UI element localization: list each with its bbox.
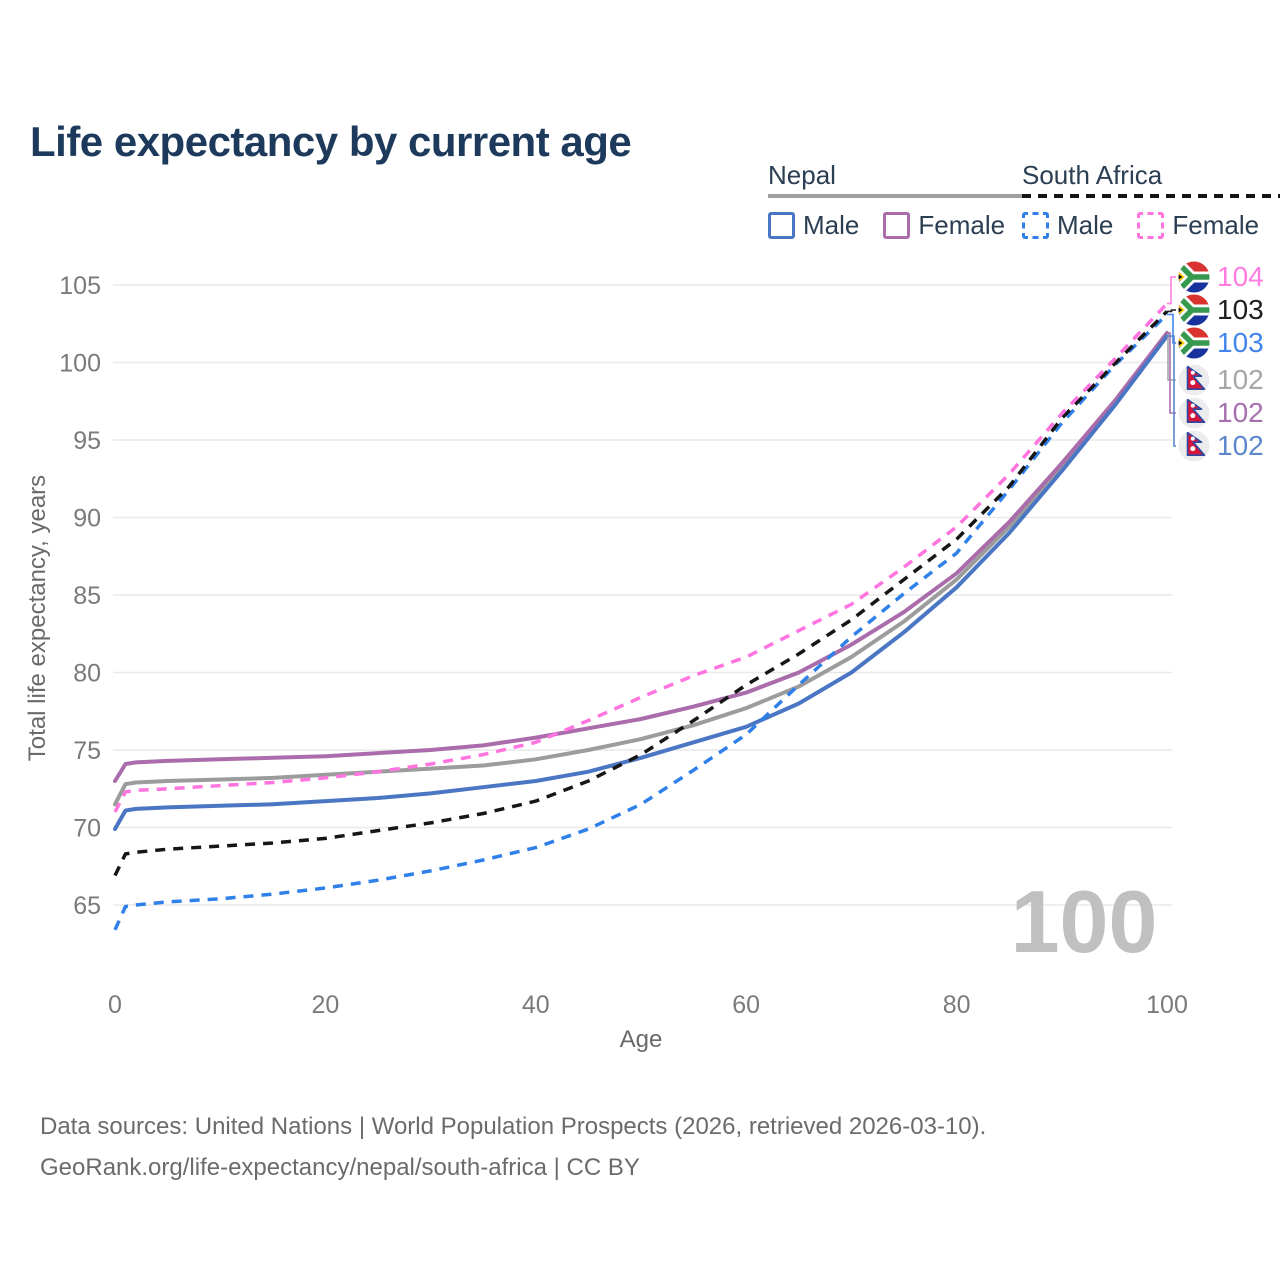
x-tick-label: 20 <box>311 991 339 1019</box>
end-label-sa-male: 103 <box>1178 327 1264 359</box>
legend-swatch-nepal-female[interactable] <box>883 212 911 239</box>
legend-group-label-nepal: Nepal <box>768 160 836 190</box>
x-tick-label: 100 <box>1146 991 1188 1019</box>
sa-female-line[interactable] <box>113 302 1169 813</box>
south-africa-flag-icon <box>1178 294 1210 326</box>
end-label-value: 103 <box>1217 327 1264 358</box>
y-tick-label: 95 <box>73 427 101 455</box>
south-africa-flag-icon <box>1178 261 1210 293</box>
sa-total-line[interactable] <box>113 310 1169 877</box>
legend-toggle-nepal-female[interactable]: Female <box>883 210 1005 241</box>
legend-swatch-south-africa-female[interactable] <box>1137 212 1165 239</box>
label-connector <box>1167 332 1176 414</box>
legend-toggle-nepal-male[interactable]: Male <box>768 210 859 241</box>
y-tick-label: 100 <box>59 350 101 378</box>
nepal-solid-line-sample <box>768 194 1030 198</box>
nepal-female-line[interactable] <box>113 331 1169 783</box>
y-tick-label: 65 <box>73 892 101 920</box>
y-tick-label: 90 <box>73 505 101 533</box>
sa-male-line[interactable] <box>113 313 1169 931</box>
attribution-text: GeoRank.org/life-expectancy/nepal/south-… <box>40 1154 640 1181</box>
label-connector <box>1167 309 1176 313</box>
legend-label-nepal-female[interactable]: Female <box>918 210 1006 240</box>
end-label-sa-female: 104 <box>1178 261 1264 293</box>
x-tick-label: 40 <box>522 991 550 1019</box>
x-tick-label: 60 <box>732 991 760 1019</box>
y-tick-label: 70 <box>73 815 101 843</box>
end-label-value: 102 <box>1217 397 1264 428</box>
end-label-nepal-total: 102 <box>1178 364 1264 396</box>
legend-group-south-africa: South Africa Male Female <box>1022 160 1280 241</box>
end-label-value: 104 <box>1217 261 1264 292</box>
y-tick-label: 105 <box>59 272 101 300</box>
label-connector <box>1167 333 1176 381</box>
legend-group-nepal: Nepal Male Female <box>768 160 1030 241</box>
x-axis-title: Age <box>619 1026 663 1053</box>
end-label-value: 102 <box>1217 364 1264 395</box>
legend-swatch-south-africa-male[interactable] <box>1022 212 1049 239</box>
x-tick-label: 80 <box>943 991 971 1019</box>
nepal-flag-icon <box>1178 430 1210 462</box>
end-label-sa-total: 103 <box>1178 294 1264 326</box>
nepal-total-line[interactable] <box>113 332 1169 807</box>
legend-label-south-africa-female[interactable]: Female <box>1172 210 1260 240</box>
south-africa-flag-icon <box>1178 327 1210 359</box>
nepal-male-line[interactable] <box>113 334 1169 831</box>
nepal-flag-icon <box>1178 397 1210 429</box>
south-africa-dashed-line-sample <box>1022 194 1280 198</box>
y-axis-title: Total life expectancy, years <box>24 474 51 762</box>
legend-swatch-nepal-male[interactable] <box>768 212 795 239</box>
label-connector <box>1167 335 1176 447</box>
legend-toggle-south-africa-male[interactable]: Male <box>1022 210 1113 241</box>
footer: Data sources: United Nations | World Pop… <box>40 1106 986 1188</box>
end-label-value: 103 <box>1217 294 1264 325</box>
y-tick-label: 85 <box>73 582 101 610</box>
x-tick-label: 0 <box>108 991 122 1019</box>
end-label-nepal-female: 102 <box>1178 397 1264 429</box>
legend-group-label-south-africa: South Africa <box>1022 160 1163 190</box>
y-tick-label: 80 <box>73 660 101 688</box>
y-tick-label: 75 <box>73 737 101 765</box>
end-label-value: 102 <box>1217 430 1264 461</box>
page-title: Life expectancy by current age <box>30 118 632 166</box>
legend-label-south-africa-male[interactable]: Male <box>1057 210 1114 240</box>
data-sources-text: Data sources: United Nations | World Pop… <box>40 1113 987 1140</box>
nepal-flag-icon <box>1178 364 1210 396</box>
legend-label-nepal-male[interactable]: Male <box>803 210 860 240</box>
label-connector <box>1167 276 1176 305</box>
legend-toggle-south-africa-female[interactable]: Female <box>1137 210 1259 241</box>
age-watermark: 100 <box>1011 872 1158 971</box>
end-label-nepal-male: 102 <box>1178 430 1264 462</box>
